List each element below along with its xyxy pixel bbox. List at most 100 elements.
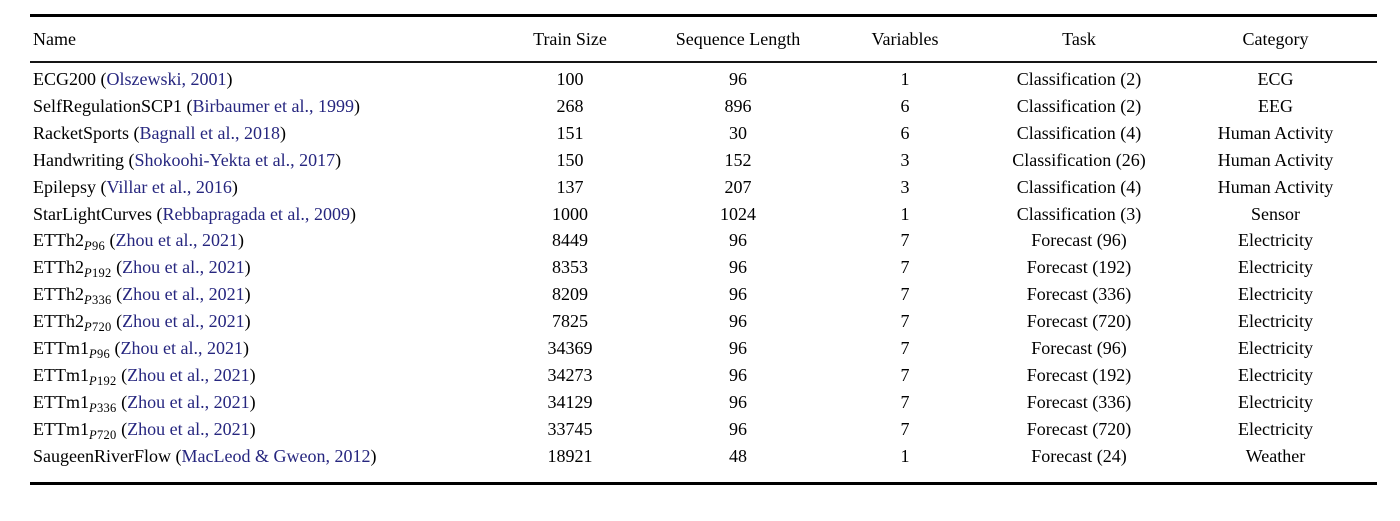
citation-author-link[interactable]: Shokoohi-Yekta et al., (134, 149, 295, 170)
train-size-cell: 7825 (552, 311, 588, 332)
table-row: SelfRegulationSCP1 (Birbaumer et al., 19… (30, 93, 1377, 120)
category-cell: Electricity (1238, 338, 1313, 359)
task-cell: Forecast (720) (1026, 418, 1132, 439)
dataset-name-cell: SelfRegulationSCP1 (Birbaumer et al., 19… (33, 95, 360, 116)
variables-cell: 7 (900, 418, 910, 439)
train-size-cell: 150 (556, 149, 584, 170)
dataset-name-subscript: P336 (89, 400, 117, 415)
citation-author-link[interactable]: Zhou et al., (120, 338, 203, 359)
citation-year-link[interactable]: 2021 (208, 311, 245, 332)
train-size-cell: 34273 (547, 364, 593, 385)
citation-year-link[interactable]: 2021 (208, 257, 245, 278)
category-cell: Electricity (1238, 311, 1313, 332)
task-cell: Forecast (192) (1026, 257, 1132, 278)
citation-year-link[interactable]: 2021 (202, 230, 239, 251)
column-header-category: Category (1174, 17, 1377, 63)
citation-year-link[interactable]: 2021 (208, 284, 245, 305)
dataset-name: ETTh2 (33, 257, 84, 278)
sequence-length-cell: 96 (729, 69, 747, 89)
citation-year-link[interactable]: 2012 (334, 445, 371, 466)
dataset-name-cell: ETTh2P336 (Zhou et al., 2021) (33, 284, 251, 308)
column-header-task: Task (984, 17, 1174, 63)
citation-author-link[interactable]: Zhou et al., (122, 257, 205, 278)
category-cell: EEG (1258, 95, 1293, 116)
category-cell: Electricity (1238, 284, 1313, 305)
sequence-length-cell: 96 (729, 391, 747, 412)
variables-cell: 7 (900, 311, 910, 332)
citation-author-link[interactable]: Villar et al., (106, 176, 192, 197)
citation-year-link[interactable]: 2017 (299, 149, 336, 170)
citation-author-link[interactable]: Bagnall et al., (139, 122, 240, 143)
sequence-length-cell: 96 (729, 418, 747, 439)
table-row: ETTh2P96 (Zhou et al., 2021) 8449 96 7 Forec… (30, 227, 1377, 254)
citation-year-link[interactable]: 2021 (213, 391, 250, 412)
header-row: Name Train Size Sequence Length Variable… (30, 17, 1377, 63)
citation-year-link[interactable]: 2021 (213, 364, 250, 385)
dataset-name-subscript: P192 (84, 266, 112, 281)
citation-author-link[interactable]: MacLeod & Gweon, (181, 445, 330, 466)
train-size-cell: 34369 (547, 338, 593, 359)
task-cell: Classification (2) (1016, 95, 1142, 116)
train-size-cell: 100 (556, 69, 584, 89)
citation-year-link[interactable]: 2021 (207, 338, 244, 359)
task-cell: Forecast (192) (1026, 364, 1132, 385)
column-header-sequence-length: Sequence Length (650, 17, 826, 63)
dataset-name-cell: ETTh2P192 (Zhou et al., 2021) (33, 257, 251, 281)
variables-cell: 7 (900, 338, 910, 359)
train-size-cell: 1000 (552, 203, 588, 224)
table-row: ETTh2P192 (Zhou et al., 2021) 8353 96 7 Fore… (30, 254, 1377, 281)
category-cell: ECG (1257, 69, 1294, 89)
sequence-length-cell: 896 (724, 95, 752, 116)
dataset-name: ETTh2 (33, 284, 84, 305)
citation-year-link[interactable]: 2016 (195, 176, 232, 197)
citation-author-link[interactable]: Zhou et al., (115, 230, 198, 251)
dataset-name-cell: ETTm1P192 (Zhou et al., 2021) (33, 364, 256, 388)
train-size-cell: 8449 (552, 230, 588, 251)
citation-author-link[interactable]: Zhou et al., (122, 284, 205, 305)
citation-author-link[interactable]: Rebbapragada et al., (162, 203, 310, 224)
citation-year-link[interactable]: 2018 (243, 122, 280, 143)
table-row: StarLightCurves (Rebbapragada et al., 20… (30, 201, 1377, 228)
task-cell: Forecast (336) (1026, 284, 1132, 305)
task-cell: Classification (3) (1016, 203, 1142, 224)
task-cell: Classification (4) (1016, 122, 1142, 143)
datasets-table-wrapper: Name Train Size Sequence Length Variable… (30, 14, 1377, 485)
dataset-name: Handwriting (33, 149, 124, 170)
citation-year-link[interactable]: 2009 (313, 203, 350, 224)
category-cell: Weather (1245, 445, 1306, 466)
citation-author-link[interactable]: Zhou et al., (127, 391, 210, 412)
sequence-length-cell: 96 (729, 230, 747, 251)
sequence-length-cell: 152 (724, 149, 752, 170)
sequence-length-cell: 207 (724, 176, 752, 197)
sequence-length-cell: 30 (729, 122, 747, 143)
variables-cell: 1 (900, 69, 910, 89)
dataset-name-cell: StarLightCurves (Rebbapragada et al., 20… (33, 203, 356, 224)
citation-year-link[interactable]: 2021 (213, 418, 250, 439)
category-cell: Human Activity (1217, 149, 1334, 170)
dataset-name: RacketSports (33, 122, 129, 143)
task-cell: Classification (2) (1016, 69, 1142, 89)
table-row: ETTh2P336 (Zhou et al., 2021) 8209 96 7 Fore… (30, 281, 1377, 308)
variables-cell: 3 (900, 176, 910, 197)
citation-author-link[interactable]: Zhou et al., (127, 364, 210, 385)
train-size-cell: 18921 (547, 445, 593, 466)
category-cell: Electricity (1238, 391, 1313, 412)
citation-author-link[interactable]: Zhou et al., (122, 311, 205, 332)
citation-year-link[interactable]: 1999 (317, 95, 354, 116)
citation-author-link[interactable]: Birbaumer et al., (192, 95, 314, 116)
citation-year-link[interactable]: 2001 (190, 69, 227, 89)
dataset-name: SelfRegulationSCP1 (33, 95, 183, 116)
table-row: ETTm1P336 (Zhou et al., 2021) 34129 96 7 For… (30, 389, 1377, 416)
sequence-length-cell: 96 (729, 284, 747, 305)
category-cell: Human Activity (1217, 176, 1334, 197)
citation-author-link[interactable]: Olszewski, (106, 69, 187, 89)
dataset-name-subscript: P720 (89, 427, 117, 442)
sequence-length-cell: 96 (729, 364, 747, 385)
task-cell: Classification (4) (1016, 176, 1142, 197)
train-size-cell: 137 (556, 176, 584, 197)
dataset-name: StarLightCurves (33, 203, 152, 224)
task-cell: Forecast (720) (1026, 311, 1132, 332)
citation-author-link[interactable]: Zhou et al., (127, 418, 210, 439)
sequence-length-cell: 96 (729, 338, 747, 359)
sequence-length-cell: 96 (729, 257, 747, 278)
